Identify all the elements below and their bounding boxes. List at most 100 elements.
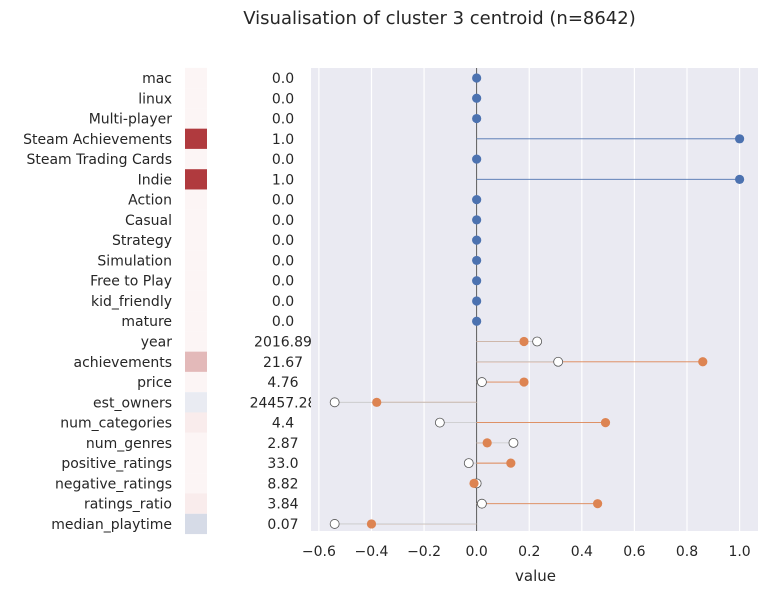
x-tick-label: 1.0 xyxy=(728,544,750,560)
heatmap-cell xyxy=(185,189,207,210)
value-marker xyxy=(472,316,482,326)
heatmap-cell xyxy=(185,371,207,393)
value-marker xyxy=(472,255,482,266)
heatmap-cell xyxy=(185,209,207,231)
feature-labels: mac linux Multi-player Steam Achievements St… xyxy=(23,71,172,533)
heatmap-cell xyxy=(185,128,207,149)
raw-value-label: 2016.89 xyxy=(254,335,312,351)
feature-label: num_categories xyxy=(60,416,172,432)
x-axis-label: value xyxy=(515,567,556,585)
value-marker xyxy=(469,478,479,488)
feature-label: Multi-player xyxy=(89,112,173,128)
reference-marker xyxy=(434,417,445,428)
x-tick-label: −0.2 xyxy=(407,544,441,560)
x-tick-label: 0.8 xyxy=(676,544,698,560)
feature-label: year xyxy=(141,335,172,351)
x-tick-labels: −0.6 −0.4 −0.2 0.0 0.2 0.4 0.6 0.8 1.0 xyxy=(302,544,751,560)
value-marker xyxy=(472,73,482,83)
raw-value-label: 21.67 xyxy=(263,355,303,371)
raw-value-label: 2.87 xyxy=(267,436,298,452)
heatmap-cell xyxy=(185,331,207,352)
feature-label: mac xyxy=(142,71,172,87)
value-marker xyxy=(472,215,482,225)
value-marker xyxy=(472,113,482,124)
raw-value-label: 0.07 xyxy=(267,517,298,533)
feature-label: Simulation xyxy=(97,253,172,269)
heatmap-cell xyxy=(185,412,207,433)
raw-value-label: 0.0 xyxy=(272,314,294,330)
raw-value-label: 3.84 xyxy=(267,497,298,513)
raw-value-label: 0.0 xyxy=(272,253,294,269)
raw-value-label: 0.0 xyxy=(272,274,294,290)
reference-marker xyxy=(329,519,340,529)
raw-value-label: 1.0 xyxy=(272,172,294,188)
feature-label: kid_friendly xyxy=(91,294,172,310)
value-marker xyxy=(734,174,745,184)
plot-area xyxy=(311,68,758,531)
feature-label: Free to Play xyxy=(90,274,172,290)
value-marker xyxy=(482,438,492,448)
value-marker xyxy=(472,276,482,286)
heatmap-cell xyxy=(185,311,207,332)
raw-value-labels: 0.0 0.0 0.0 1.0 0.0 1.0 0.0 0.0 0.0 0.0 0.0 0.0 0.0 2… xyxy=(250,71,317,533)
chart-title: Visualisation of cluster 3 centroid (n=8… xyxy=(243,8,636,29)
value-marker xyxy=(519,336,529,347)
x-tick-label: −0.4 xyxy=(354,544,388,560)
raw-value-label: 0.0 xyxy=(272,91,294,107)
heatmap-cell xyxy=(185,290,207,312)
value-marker xyxy=(472,296,482,306)
value-marker xyxy=(472,195,482,205)
raw-value-label: 0.0 xyxy=(272,233,294,249)
raw-value-label: 1.0 xyxy=(272,132,294,148)
heatmap-cell xyxy=(185,392,207,413)
reference-marker xyxy=(477,377,487,387)
feature-label: Action xyxy=(128,193,172,209)
feature-label: Casual xyxy=(125,213,172,229)
raw-value-label: 0.0 xyxy=(272,193,294,209)
reference-marker xyxy=(463,458,474,469)
raw-value-label: 0.0 xyxy=(272,112,294,128)
feature-label: median_playtime xyxy=(51,517,172,533)
feature-label: est_owners xyxy=(93,395,172,411)
raw-value-label: 0.0 xyxy=(272,294,294,310)
feature-label: num_genres xyxy=(86,436,172,452)
heatmap-cell xyxy=(185,270,207,291)
value-marker xyxy=(372,397,382,407)
feature-label: negative_ratings xyxy=(55,476,172,492)
feature-label: Indie xyxy=(138,172,172,188)
reference-marker xyxy=(553,356,564,367)
value-marker xyxy=(600,417,611,428)
value-marker xyxy=(698,357,708,367)
raw-value-label: 0.0 xyxy=(272,71,294,87)
raw-value-label: 0.0 xyxy=(272,213,294,229)
heatmap-cell xyxy=(185,351,207,372)
heatmap-cell xyxy=(185,452,207,474)
feature-label: Strategy xyxy=(112,233,172,249)
heatmap-cell xyxy=(185,88,207,109)
reference-marker xyxy=(329,397,340,408)
heatmap-cell xyxy=(185,432,207,454)
heatmap-cell xyxy=(185,108,207,129)
raw-value-label: 33.0 xyxy=(267,456,298,472)
raw-value-label: 8.82 xyxy=(267,476,298,492)
heatmap-cell xyxy=(185,67,207,89)
raw-value-label: 4.76 xyxy=(267,375,298,391)
raw-value-label: 24457.28 xyxy=(250,395,317,411)
reference-marker xyxy=(532,336,543,347)
feature-label: mature xyxy=(121,314,172,330)
feature-label: linux xyxy=(138,91,172,107)
reference-marker xyxy=(508,437,519,448)
reference-marker xyxy=(477,498,487,509)
feature-label: positive_ratings xyxy=(61,456,172,472)
value-marker xyxy=(472,235,482,245)
value-marker xyxy=(593,499,603,509)
x-tick-label: 0.4 xyxy=(571,544,593,560)
value-markers xyxy=(366,73,745,529)
raw-value-label: 4.4 xyxy=(272,416,294,432)
raw-value-label: 0.0 xyxy=(272,152,294,168)
value-marker xyxy=(506,458,516,468)
x-tick-label: 0.2 xyxy=(518,544,540,560)
value-marker xyxy=(472,93,482,103)
heatmap-cell xyxy=(185,513,207,535)
